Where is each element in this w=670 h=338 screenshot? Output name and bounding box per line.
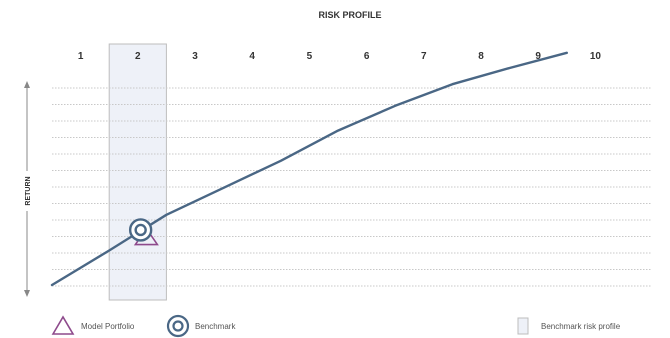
x-tick-label: 2 [135,51,141,62]
benchmark-marker-outer-ring [128,218,153,242]
y-axis-label: RETURN [25,176,32,205]
x-tick-label: 9 [535,51,541,62]
x-tick-label: 10 [590,51,602,62]
x-tick-label: 3 [192,51,198,62]
x-tick-label: 8 [478,51,484,62]
legend-benchmark-risk-profile-icon [517,317,529,335]
legend-model-portfolio-icon [51,315,75,335]
x-tick-label: 6 [364,51,370,62]
x-tick-label: 7 [421,51,427,62]
legend-benchmark-label: Benchmark [195,322,236,331]
y-axis: RETURN [21,81,33,297]
x-tick-label: 1 [78,51,84,62]
benchmark-marker-inner-ring [134,223,147,237]
y-axis-down-arrow [24,290,30,297]
x-tick-label: 5 [307,51,313,62]
legend-benchmark-risk-profile-label: Benchmark risk profile [541,322,621,331]
chart-title: RISK PROFILE [318,10,381,20]
legend-model-portfolio-label: Model Portfolio [81,322,135,331]
benchmark-risk-band [108,43,167,301]
y-axis-label-background [21,171,33,211]
y-axis-up-arrow [24,81,30,88]
x-tick-label: 4 [249,51,255,62]
legend: Model Portfolio Benchmark Benchmark risk… [51,314,621,338]
x-tick-labels: 1 2 3 4 5 6 7 8 9 10 [78,51,602,62]
legend-benchmark-icon-outer [166,314,190,338]
benchmark-marker [128,218,153,242]
legend-benchmark-icon-inner [172,320,184,332]
